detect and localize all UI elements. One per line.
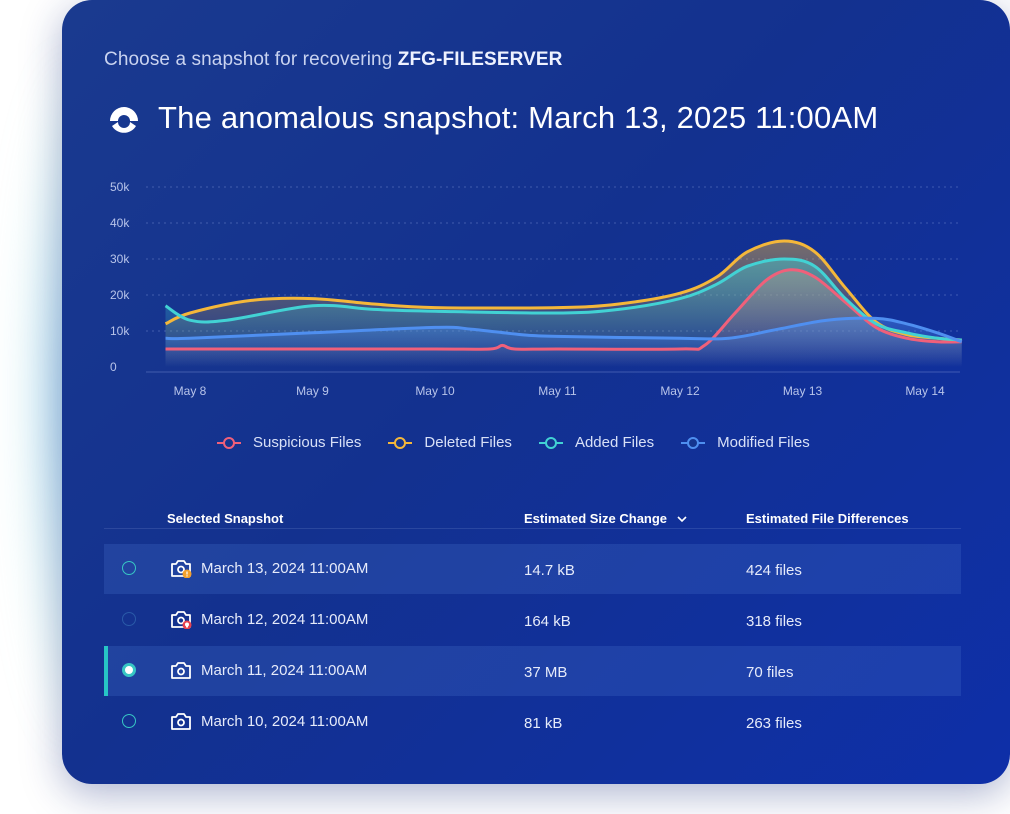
snapshot-date: March 12, 2024 11:00AM — [201, 611, 369, 628]
size-change: 164 kB — [524, 613, 571, 630]
camera-malware-icon — [171, 611, 192, 629]
legend-label: Added Files — [574, 434, 655, 451]
chevron-down-icon — [677, 515, 687, 522]
legend-item[interactable]: Modified Files — [681, 434, 810, 451]
table-row[interactable]: March 13, 2024 11:00AM 14.7 kB 424 files — [104, 544, 961, 594]
file-differences: 70 files — [746, 664, 794, 681]
file-differences: 318 files — [746, 613, 802, 630]
camera-icon — [171, 713, 191, 730]
row-radio[interactable] — [122, 561, 136, 575]
legend-item[interactable]: Suspicious Files — [217, 434, 361, 451]
legend-label: Deleted Files — [424, 434, 512, 451]
legend-marker-icon — [388, 436, 413, 449]
y-tick-label: 40k — [110, 216, 130, 230]
selection-indicator — [104, 646, 108, 696]
x-tick-label: May 13 — [783, 384, 823, 398]
legend-item[interactable]: Deleted Files — [388, 434, 512, 451]
legend-marker-icon — [217, 436, 241, 449]
row-radio[interactable] — [122, 714, 136, 728]
legend-label: Modified Files — [717, 434, 810, 451]
legend-marker-icon — [681, 436, 706, 449]
series-line — [164, 257, 962, 342]
x-tick-label: May 9 — [296, 384, 329, 398]
table-header: Selected Snapshot Estimated Size Change … — [104, 504, 961, 529]
snapshot-recovery-card: Choose a snapshot for recovering ZFG-FIL… — [62, 0, 1010, 784]
camera-warning-icon — [171, 560, 192, 578]
chart-legend: Suspicious Files Deleted Files Added Files… — [217, 434, 837, 451]
page-title: The anomalous snapshot: March 13, 2025 1… — [158, 100, 879, 135]
table-row[interactable]: March 12, 2024 11:00AM 164 kB 318 files — [104, 595, 961, 645]
series-line — [165, 316, 963, 344]
row-radio[interactable] — [122, 612, 136, 626]
snapshot-date: March 11, 2024 11:00AM — [201, 662, 368, 679]
y-tick-label: 50k — [110, 180, 130, 194]
legend-marker-icon — [538, 436, 563, 449]
file-differences: 263 files — [746, 715, 802, 732]
table-row[interactable]: March 11, 2024 11:00AM 37 MB 70 files — [104, 646, 961, 696]
camera-icon — [171, 662, 191, 679]
row-radio[interactable] — [122, 663, 136, 677]
snapshot-chart: 0 10k 20k 30k 40k 50k May 8 May 9 May 10 May 11 Ma… — [110, 180, 963, 398]
size-change: 14.7 kB — [524, 562, 575, 579]
x-tick-label: May 11 — [538, 384, 577, 398]
table-row[interactable]: March 10, 2024 11:00AM 81 kB 263 files — [104, 697, 961, 747]
column-header-file-diff: Estimated File Differences — [746, 511, 909, 526]
recovery-subtitle: Choose a snapshot for recovering ZFG-FIL… — [104, 49, 562, 71]
y-tick-label: 30k — [110, 252, 130, 266]
x-tick-label: May 10 — [415, 384, 455, 398]
legend-label: Suspicious Files — [253, 434, 362, 451]
title-row: The anomalous snapshot: March 13, 2025 1… — [106, 100, 878, 136]
column-header-size-label: Estimated Size Change — [524, 511, 668, 526]
snapshot-date: March 13, 2024 11:00AM — [201, 560, 369, 577]
x-tick-label: May 12 — [660, 384, 700, 398]
size-change: 37 MB — [524, 664, 568, 681]
snapshot-date: March 10, 2024 11:00AM — [201, 713, 369, 730]
file-differences: 424 files — [746, 562, 802, 579]
brand-logo-icon — [110, 107, 138, 133]
y-tick-label: 0 — [110, 360, 117, 374]
series-line — [164, 239, 962, 342]
size-change: 81 kB — [524, 715, 563, 732]
column-header-snapshot: Selected Snapshot — [167, 511, 284, 526]
y-tick-label: 20k — [110, 288, 130, 302]
x-tick-label: May 8 — [174, 384, 207, 398]
y-tick-label: 10k — [110, 324, 130, 338]
server-name: ZFG-FILESERVER — [397, 49, 563, 70]
series-line — [165, 268, 962, 351]
x-tick-label: May 14 — [905, 384, 945, 398]
column-header-size-change[interactable]: Estimated Size Change — [524, 511, 687, 526]
subtitle-prefix: Choose a snapshot for recovering — [104, 49, 393, 70]
legend-item[interactable]: Added Files — [538, 434, 655, 451]
